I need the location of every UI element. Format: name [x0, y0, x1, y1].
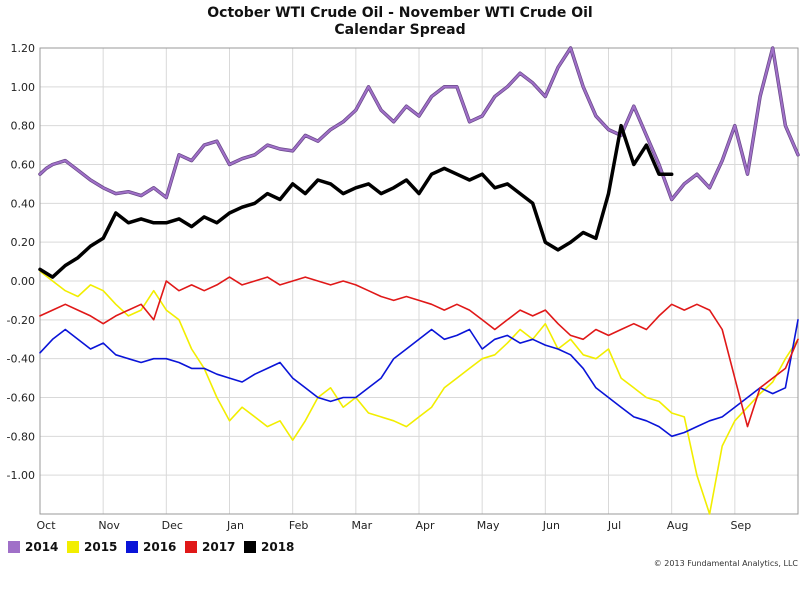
x-tick-label: Jun [542, 519, 560, 532]
x-tick-label: Feb [289, 519, 308, 532]
x-tick-label: Aug [667, 519, 688, 532]
x-tick-label: Sep [730, 519, 751, 532]
y-tick-label: -0.60 [7, 392, 35, 405]
series-line-2018 [38, 123, 674, 279]
legend-swatch-2014 [8, 541, 20, 553]
y-tick-label: 0.20 [11, 236, 36, 249]
legend-swatch-2018 [244, 541, 256, 553]
series-lines [38, 46, 800, 515]
x-tick-label: Jul [607, 519, 621, 532]
legend-label-2016: 2016 [143, 540, 176, 554]
x-tick-label: May [477, 519, 500, 532]
x-tick-label: Apr [415, 519, 435, 532]
x-tick-label: Jan [226, 519, 244, 532]
series-line-2016 [39, 318, 799, 438]
y-axis-ticks: 1.20 1.00 0.80 0.60 0.40 0.20 0.00 -0.20 -0.40 -0… [7, 42, 35, 482]
plot-frame [39, 47, 799, 515]
series-line-2017 [39, 276, 799, 428]
legend-label-2017: 2017 [202, 540, 235, 554]
copyright-notice: © 2013 Fundamental Analytics, LLC [654, 559, 799, 568]
chart-title: October WTI Crude Oil - November WTI Cru… [207, 5, 592, 21]
y-tick-label: 0.00 [11, 275, 36, 288]
x-tick-label: Dec [162, 519, 183, 532]
legend-swatch-2016 [126, 541, 138, 553]
y-tick-label: -0.20 [7, 314, 35, 327]
chart-subtitle: Calendar Spread [334, 22, 465, 38]
legend-swatch-2017 [185, 541, 197, 553]
y-tick-label: 0.60 [11, 159, 36, 172]
series-line-2015 [39, 270, 799, 515]
x-tick-label: Nov [98, 519, 120, 532]
legend-swatch-2015 [67, 541, 79, 553]
y-tick-label: -1.00 [7, 469, 35, 482]
y-tick-label: 1.00 [11, 81, 36, 94]
x-axis-ticks: Oct Nov Dec Jan Feb Mar Apr May Jun Jul Aug Sep [36, 519, 751, 532]
y-tick-label: 1.20 [11, 42, 36, 55]
y-tick-label: -0.40 [7, 353, 35, 366]
legend-label-2015: 2015 [84, 540, 117, 554]
x-tick-label: Mar [351, 519, 372, 532]
y-tick-label: 0.40 [11, 197, 36, 210]
legend-label-2018: 2018 [261, 540, 294, 554]
legend-label-2014: 2014 [25, 540, 58, 554]
gridlines [39, 47, 798, 514]
x-tick-label: Oct [36, 519, 56, 532]
legend: 2014 2015 2016 2017 2018 [8, 540, 294, 554]
series-line-2014 [39, 47, 799, 201]
y-tick-label: -0.80 [7, 430, 35, 443]
y-tick-label: 0.80 [11, 120, 36, 133]
